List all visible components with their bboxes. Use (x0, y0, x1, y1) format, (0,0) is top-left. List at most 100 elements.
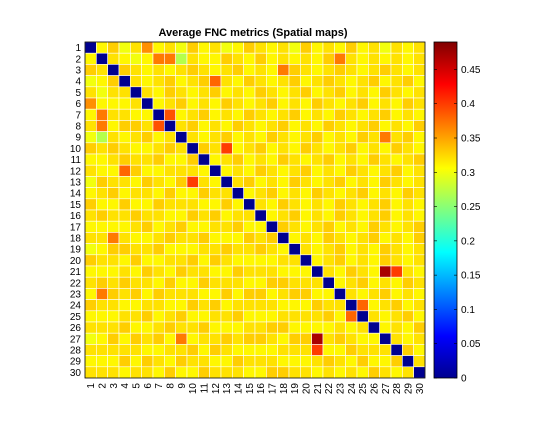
heatmap-cell (300, 355, 312, 368)
heatmap-cell (288, 187, 301, 200)
heatmap-cell (232, 321, 244, 334)
heatmap-cell (311, 198, 324, 211)
column-tick-label: 16 (256, 383, 267, 395)
heatmap-cell (334, 142, 346, 155)
heatmap-cell (266, 299, 278, 312)
heatmap-cell (254, 120, 267, 132)
heatmap-cell (232, 288, 244, 300)
heatmap-cell (84, 344, 97, 356)
plot-area-border (84, 41, 426, 379)
heatmap-cell (198, 254, 210, 267)
heatmap-cell (84, 187, 97, 200)
heatmap-cell (164, 344, 176, 356)
heatmap-cell (356, 142, 369, 155)
heatmap-cell (107, 108, 120, 121)
heatmap-cell (175, 209, 188, 222)
heatmap-cell (379, 265, 392, 278)
heatmap-cell (130, 243, 142, 256)
heatmap-cell (368, 153, 380, 166)
heatmap-cell (300, 232, 312, 244)
heatmap-cell (379, 108, 392, 121)
heatmap-cell (198, 153, 210, 166)
heatmap-cell (243, 86, 256, 99)
heatmap-cell (311, 366, 324, 379)
heatmap-cell (266, 86, 278, 99)
heatmap-cell (345, 198, 358, 211)
colorbar-tick-label: 0.35 (461, 134, 481, 145)
heatmap-cell (243, 220, 256, 233)
heatmap-cell (243, 299, 256, 312)
heatmap-cell (84, 97, 97, 110)
heatmap-cell (220, 142, 233, 155)
heatmap-cell (356, 265, 369, 278)
heatmap-cell (220, 276, 233, 289)
column-tick-label: 6 (143, 383, 154, 389)
heatmap-cell (107, 142, 120, 155)
heatmap-cell (164, 265, 176, 278)
heatmap-cell (277, 131, 290, 144)
colorbar-tick-label: 0.05 (461, 339, 481, 350)
heatmap-cell (107, 209, 120, 222)
heatmap-cell (175, 120, 188, 132)
heatmap-cell (152, 288, 165, 300)
heatmap-cell (118, 97, 131, 110)
heatmap-cell (288, 344, 301, 356)
column-tick-label: 4 (120, 383, 131, 389)
heatmap-cell (198, 276, 210, 289)
heatmap-cell (84, 153, 97, 166)
heatmap-cell (209, 254, 222, 267)
heatmap-cell (322, 86, 335, 99)
heatmap-cell (254, 153, 267, 166)
heatmap-cell (220, 254, 233, 267)
heatmap-cell (107, 265, 120, 278)
heatmap-cell (311, 220, 324, 233)
heatmap-cell (390, 299, 403, 312)
heatmap-cell (390, 41, 403, 54)
heatmap-cell (107, 288, 120, 300)
column-tick-label: 22 (324, 383, 335, 395)
heatmap-cell (152, 41, 165, 54)
heatmap-cell (345, 108, 358, 121)
row-tick-label: 23 (70, 290, 82, 301)
heatmap-cell (118, 131, 131, 144)
heatmap-cell (96, 220, 108, 233)
heatmap-cell (141, 108, 154, 121)
heatmap-cell (254, 310, 267, 323)
heatmap-cell (345, 299, 358, 312)
heatmap-cell (402, 187, 414, 200)
heatmap-cell (164, 299, 176, 312)
heatmap-cell (243, 209, 256, 222)
heatmap-cell (356, 310, 369, 323)
heatmap-cell (232, 355, 244, 368)
heatmap-cell (368, 243, 380, 256)
heatmap-cell (152, 86, 165, 99)
heatmap-cell (300, 299, 312, 312)
heatmap-cell (288, 41, 301, 54)
heatmap-cell (288, 52, 301, 65)
heatmap-cell (368, 310, 380, 323)
heatmap-cell (356, 366, 369, 379)
heatmap-cell (186, 108, 199, 121)
row-tick-label: 24 (70, 301, 82, 312)
heatmap-cell (243, 232, 256, 244)
colorbar-tick-label: 0 (461, 374, 467, 385)
heatmap-cell (254, 176, 267, 188)
heatmap-cell (288, 108, 301, 121)
heatmap-cell (186, 97, 199, 110)
heatmap-cell (209, 344, 222, 356)
heatmap-cell (266, 108, 278, 121)
heatmap-cell (322, 64, 335, 76)
heatmap-cell (186, 86, 199, 99)
heatmap-cell (84, 120, 97, 132)
heatmap-cell (288, 321, 301, 334)
heatmap-cell (209, 131, 222, 144)
heatmap-cell (107, 366, 120, 379)
heatmap-cell (322, 131, 335, 144)
heatmap-cell (254, 276, 267, 289)
heatmap-cell (402, 41, 414, 54)
row-tick-label: 4 (75, 77, 81, 88)
heatmap-cell (107, 254, 120, 267)
heatmap-cell (141, 321, 154, 334)
heatmap-cell (96, 108, 108, 121)
